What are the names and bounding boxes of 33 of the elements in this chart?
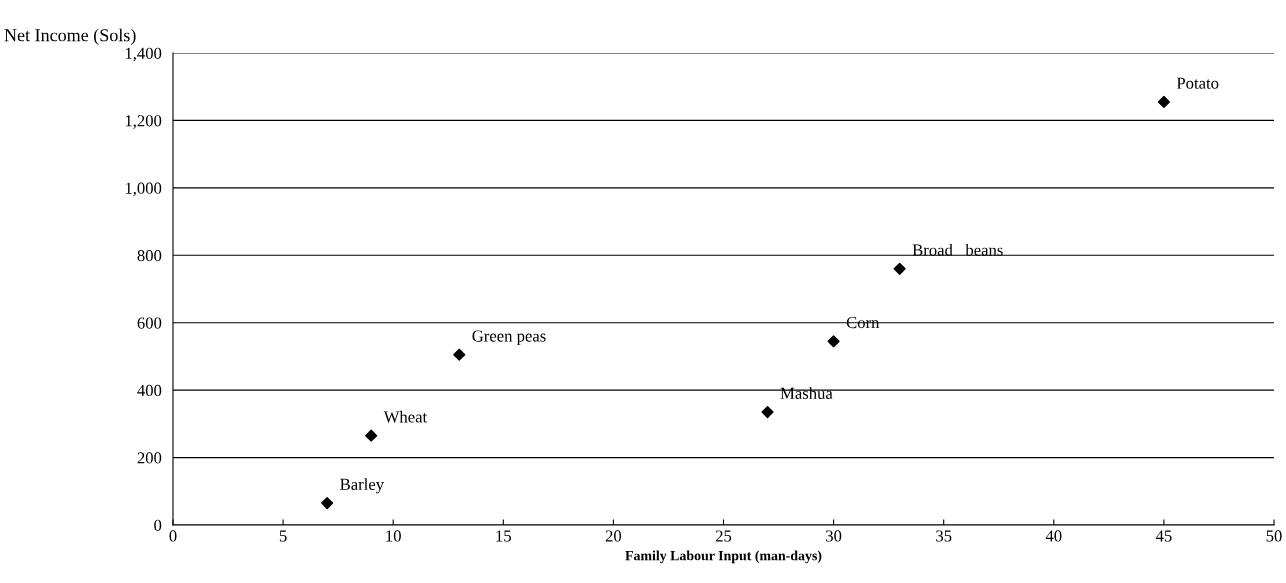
y-axis-title: Net Income (Sols) <box>4 28 136 45</box>
annotation: Green peas <box>472 330 546 346</box>
annotation: Potato <box>1176 77 1219 89</box>
x-tick-label: 35 <box>936 530 952 542</box>
annotation: Wheat <box>383 410 428 423</box>
y-tick-label: 0 <box>154 519 162 531</box>
point <box>321 497 334 510</box>
y-tick-label: 1,400 <box>125 47 162 62</box>
annotation: Broad beans <box>912 243 1003 256</box>
y-tick-label: 600 <box>137 317 162 329</box>
x-tick-label: 20 <box>605 530 622 542</box>
x-tick-label: 30 <box>826 530 842 542</box>
y-tick-label: 800 <box>137 249 162 262</box>
point <box>893 262 906 275</box>
point <box>1157 95 1170 108</box>
x-tick-label: 40 <box>1045 530 1062 542</box>
annotation: Barley <box>340 478 384 494</box>
point <box>453 348 466 361</box>
y-tick-label: 1,000 <box>125 182 162 197</box>
x-tick-label: 45 <box>1155 530 1172 542</box>
x-tick-label: 10 <box>386 530 401 542</box>
x-tick-label: 50 <box>1266 530 1282 542</box>
point <box>365 429 378 442</box>
x-tick-label: 15 <box>496 530 511 542</box>
point <box>761 405 774 419</box>
point <box>827 335 840 348</box>
x-tick-label: 0 <box>169 530 177 542</box>
x-tick-label: 25 <box>715 530 732 542</box>
y-tick-label: 400 <box>137 384 162 397</box>
y-tick-label: 1,200 <box>125 115 162 129</box>
x-axis-title: Family Labour Input (man-days) <box>625 550 822 564</box>
x-tick-label: 5 <box>279 530 287 542</box>
y-tick-label: 200 <box>137 452 162 464</box>
